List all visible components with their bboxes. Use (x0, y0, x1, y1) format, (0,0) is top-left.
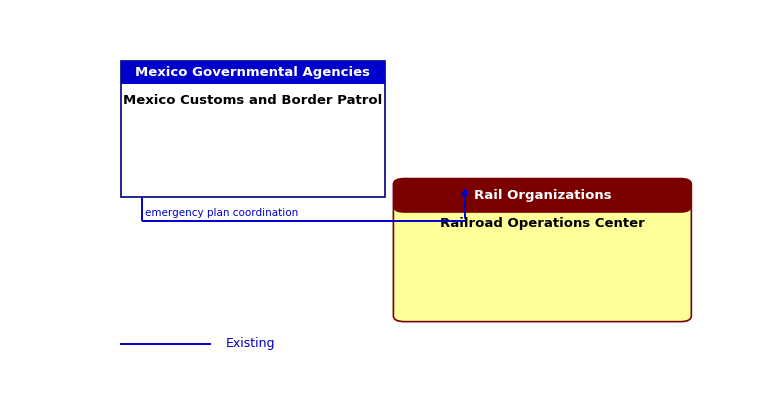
FancyBboxPatch shape (393, 178, 691, 322)
Text: Existing: Existing (226, 337, 275, 350)
Text: Mexico Governmental Agencies: Mexico Governmental Agencies (135, 66, 370, 79)
FancyBboxPatch shape (393, 178, 691, 213)
Text: Railroad Operations Center: Railroad Operations Center (440, 217, 644, 230)
Text: Mexico Customs and Border Patrol: Mexico Customs and Border Patrol (123, 94, 383, 108)
Bar (121, 61, 385, 197)
Text: Rail Organizations: Rail Organizations (474, 189, 612, 202)
Bar (121, 61, 385, 84)
Bar (404, 194, 680, 207)
Text: emergency plan coordination: emergency plan coordination (145, 208, 298, 218)
